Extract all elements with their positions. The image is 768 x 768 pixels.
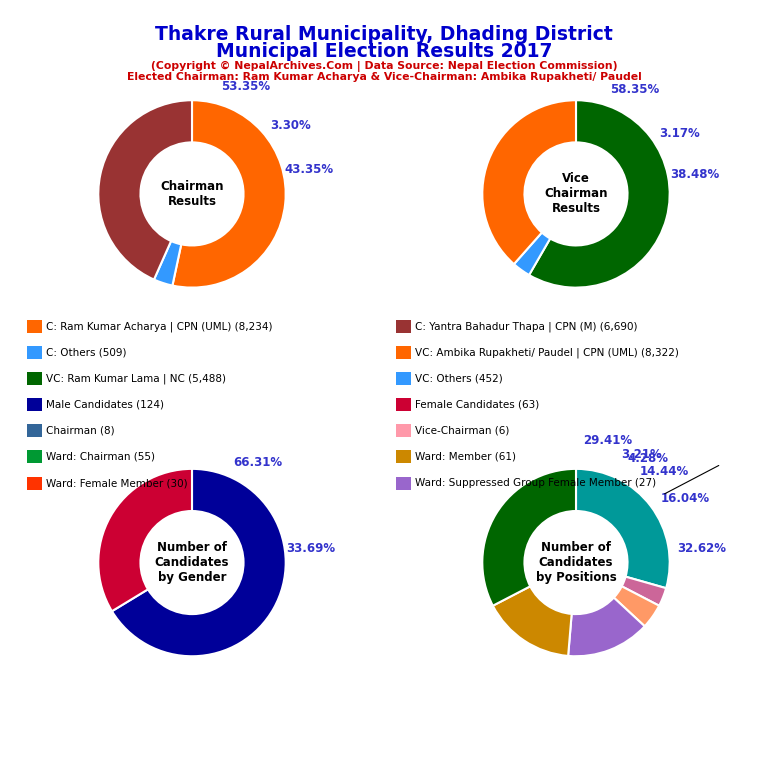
Text: Vice-Chairman (6): Vice-Chairman (6) bbox=[415, 425, 509, 436]
Text: C: Yantra Bahadur Thapa | CPN (M) (6,690): C: Yantra Bahadur Thapa | CPN (M) (6,690… bbox=[415, 321, 637, 332]
Wedge shape bbox=[482, 101, 576, 264]
Circle shape bbox=[525, 142, 627, 246]
Wedge shape bbox=[529, 101, 670, 287]
Text: 43.35%: 43.35% bbox=[285, 163, 334, 176]
Text: Vice
Chairman
Results: Vice Chairman Results bbox=[545, 173, 607, 215]
Text: Female Candidates (63): Female Candidates (63) bbox=[415, 399, 539, 410]
Wedge shape bbox=[98, 101, 192, 280]
Text: VC: Others (452): VC: Others (452) bbox=[415, 373, 502, 384]
Text: Ward: Chairman (55): Ward: Chairman (55) bbox=[46, 452, 155, 462]
Text: Number of
Candidates
by Positions: Number of Candidates by Positions bbox=[535, 541, 617, 584]
Text: Chairman
Results: Chairman Results bbox=[161, 180, 223, 208]
Text: 3.30%: 3.30% bbox=[270, 118, 310, 131]
Text: 29.41%: 29.41% bbox=[584, 434, 633, 447]
Wedge shape bbox=[173, 101, 286, 287]
Wedge shape bbox=[112, 468, 286, 656]
Wedge shape bbox=[614, 586, 659, 626]
Text: Ward: Female Member (30): Ward: Female Member (30) bbox=[46, 478, 187, 488]
Text: Ward: Suppressed Group Female Member (27): Ward: Suppressed Group Female Member (27… bbox=[415, 478, 656, 488]
Text: (Copyright © NepalArchives.Com | Data Source: Nepal Election Commission): (Copyright © NepalArchives.Com | Data So… bbox=[151, 61, 617, 71]
Text: Thakre Rural Municipality, Dhading District: Thakre Rural Municipality, Dhading Distr… bbox=[155, 25, 613, 44]
Wedge shape bbox=[98, 468, 192, 611]
Circle shape bbox=[141, 142, 243, 246]
Wedge shape bbox=[622, 577, 666, 606]
Text: 3.21%: 3.21% bbox=[621, 448, 661, 461]
Text: 58.35%: 58.35% bbox=[610, 83, 659, 96]
Wedge shape bbox=[482, 468, 576, 606]
Text: 3.17%: 3.17% bbox=[660, 127, 700, 141]
Circle shape bbox=[141, 511, 243, 614]
Text: Elected Chairman: Ram Kumar Acharya & Vice-Chairman: Ambika Rupakheti/ Paudel: Elected Chairman: Ram Kumar Acharya & Vi… bbox=[127, 72, 641, 82]
Text: Number of
Candidates
by Gender: Number of Candidates by Gender bbox=[154, 541, 230, 584]
Text: 38.48%: 38.48% bbox=[670, 168, 719, 181]
Text: 33.69%: 33.69% bbox=[286, 541, 336, 554]
Text: VC: Ambika Rupakheti/ Paudel | CPN (UML) (8,322): VC: Ambika Rupakheti/ Paudel | CPN (UML)… bbox=[415, 347, 679, 358]
Text: Male Candidates (124): Male Candidates (124) bbox=[46, 399, 164, 410]
Text: VC: Ram Kumar Lama | NC (5,488): VC: Ram Kumar Lama | NC (5,488) bbox=[46, 373, 226, 384]
Wedge shape bbox=[514, 233, 550, 275]
Text: 4.28%: 4.28% bbox=[627, 452, 669, 465]
Text: 53.35%: 53.35% bbox=[221, 80, 270, 93]
Wedge shape bbox=[576, 468, 670, 588]
Text: 16.04%: 16.04% bbox=[660, 492, 710, 505]
Text: Chairman (8): Chairman (8) bbox=[46, 425, 114, 436]
Text: Ward: Member (61): Ward: Member (61) bbox=[415, 452, 516, 462]
Text: C: Others (509): C: Others (509) bbox=[46, 347, 127, 358]
Text: 32.62%: 32.62% bbox=[677, 542, 727, 555]
Text: 14.44%: 14.44% bbox=[640, 465, 689, 478]
Wedge shape bbox=[493, 586, 571, 656]
Wedge shape bbox=[568, 598, 644, 656]
Text: Municipal Election Results 2017: Municipal Election Results 2017 bbox=[216, 42, 552, 61]
Circle shape bbox=[525, 511, 627, 614]
Text: C: Ram Kumar Acharya | CPN (UML) (8,234): C: Ram Kumar Acharya | CPN (UML) (8,234) bbox=[46, 321, 273, 332]
Wedge shape bbox=[154, 241, 181, 286]
Text: 66.31%: 66.31% bbox=[233, 455, 282, 468]
